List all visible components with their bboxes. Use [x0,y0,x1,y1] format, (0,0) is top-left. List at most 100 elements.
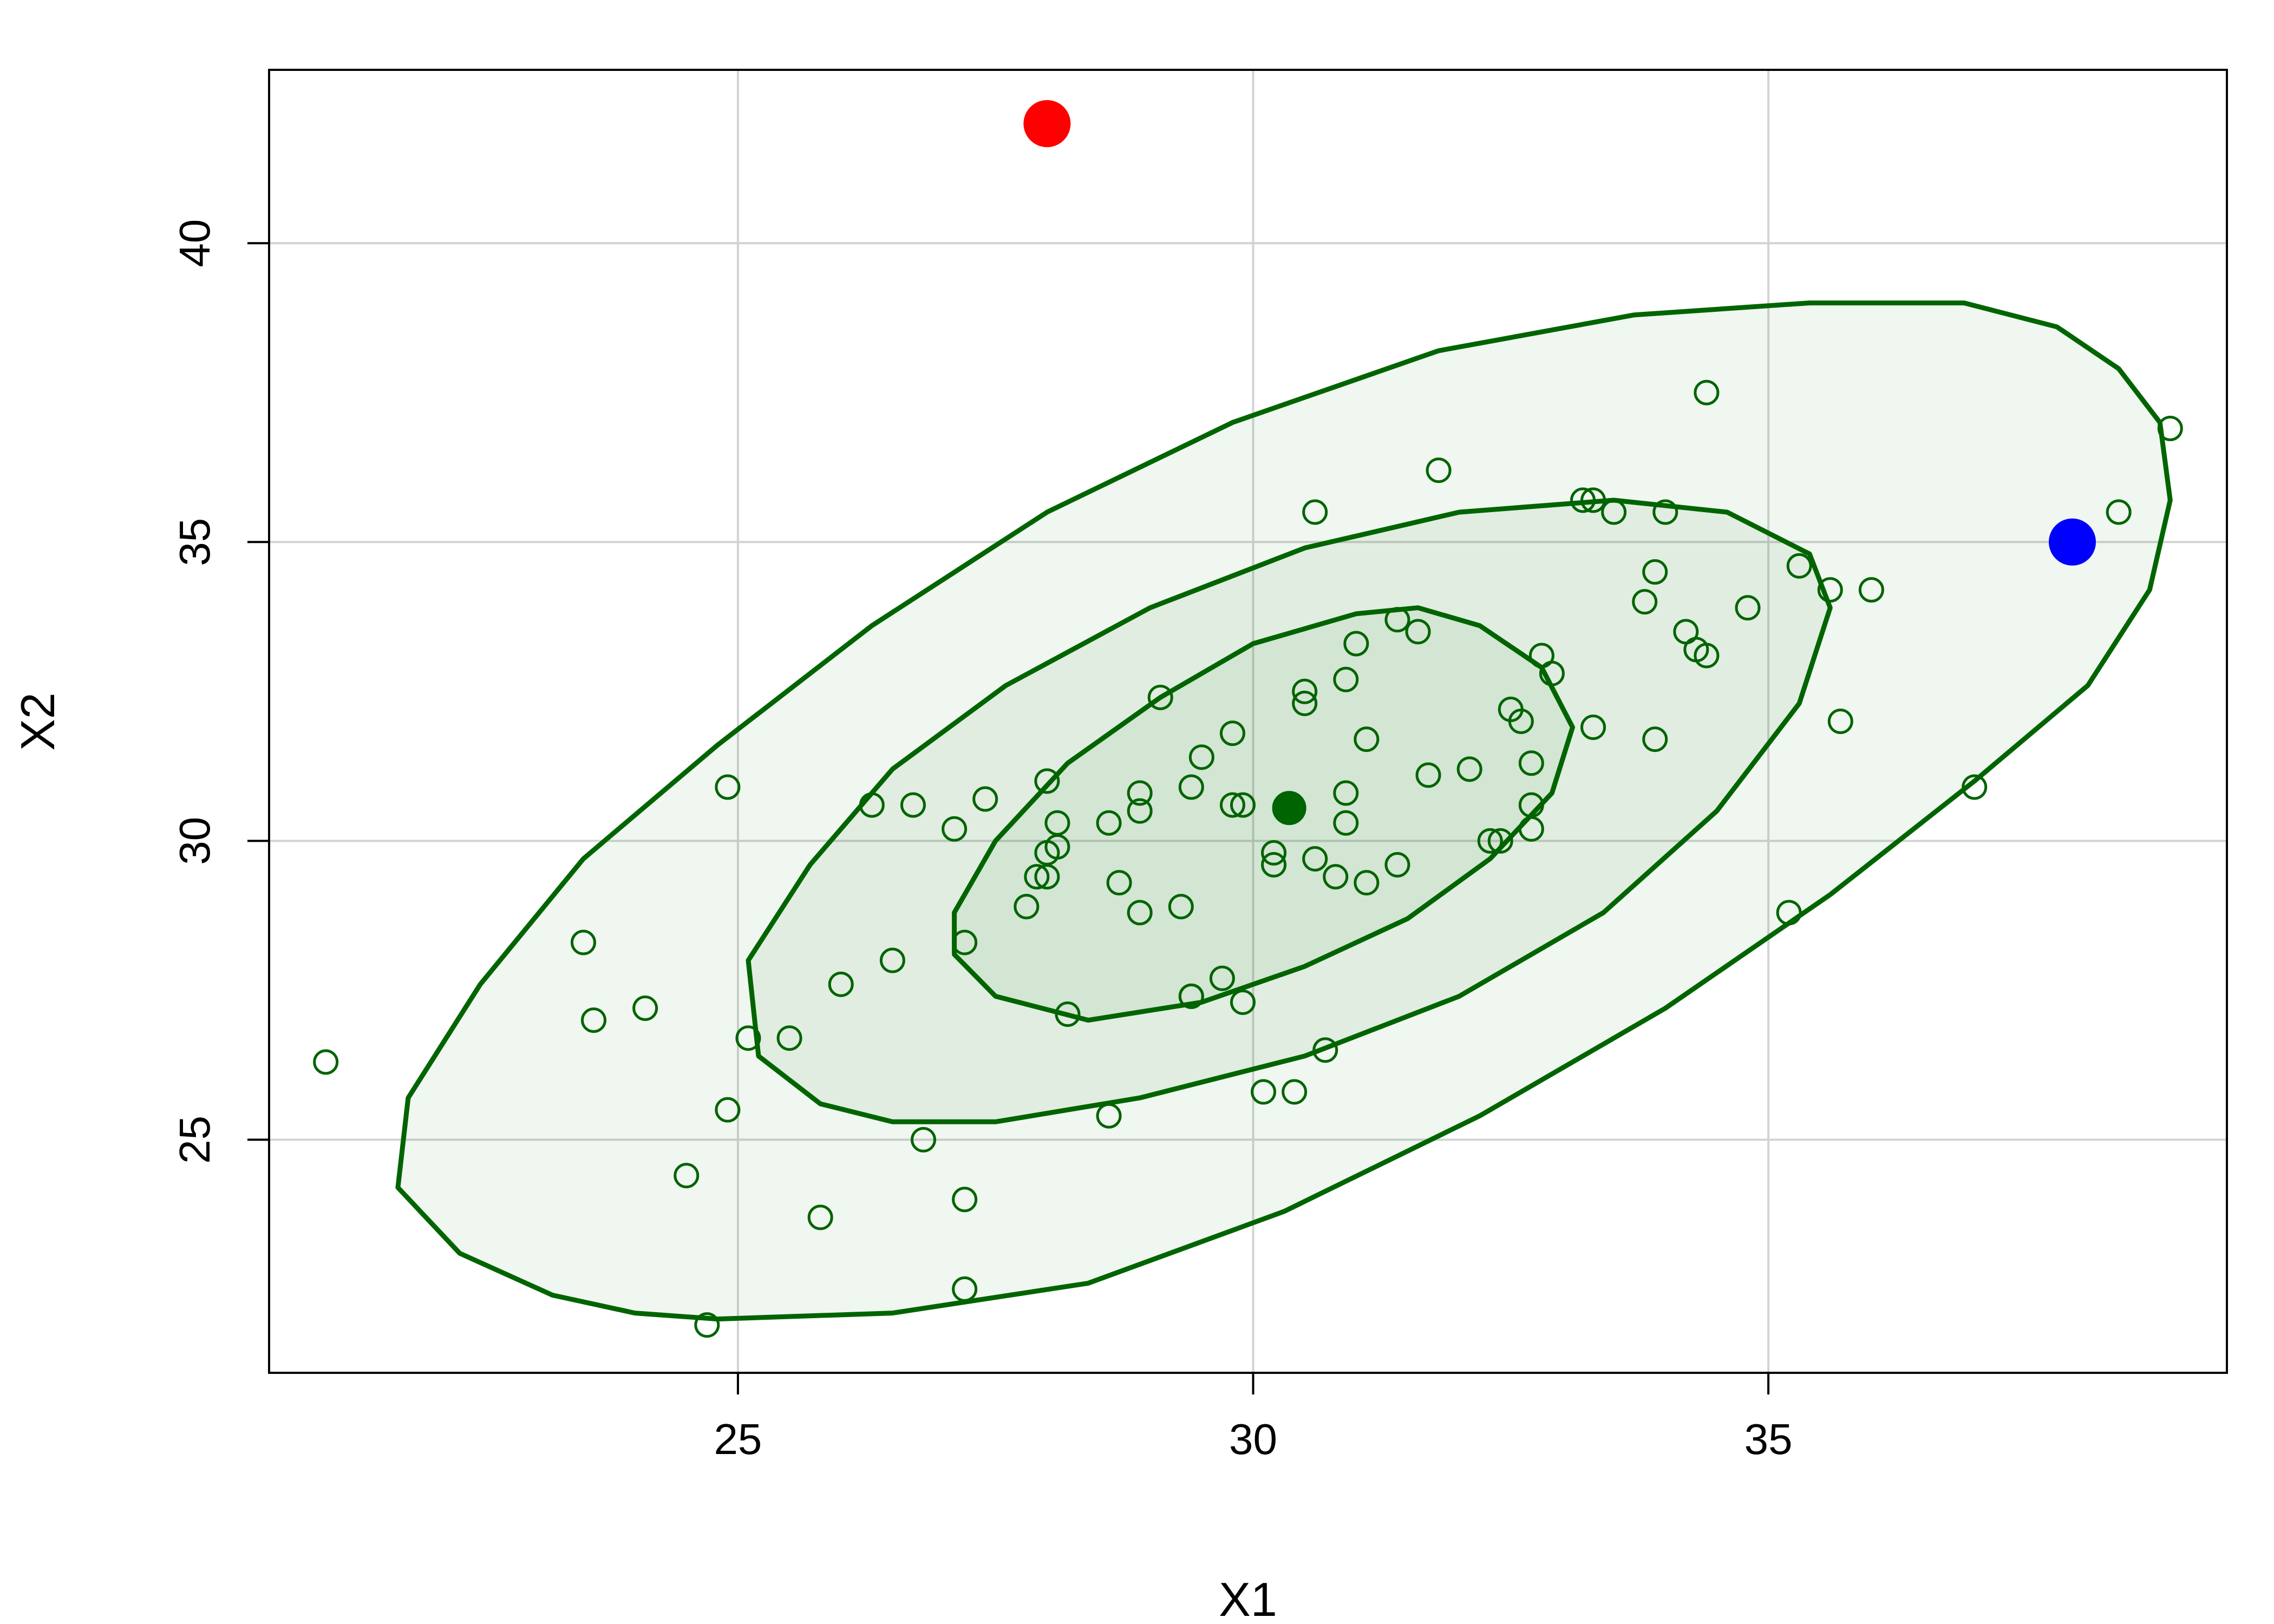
data-point [1652,499,1678,525]
data-point [1096,810,1122,836]
data-point [1302,846,1328,872]
data-point [1044,810,1070,836]
data-point [1219,792,1245,818]
data-point [807,1204,833,1230]
data-point [1694,643,1720,669]
data-point [1209,965,1235,991]
data-point [1694,379,1720,405]
data-point [1487,828,1513,854]
data-point [1601,499,1627,525]
data-point [1127,900,1153,926]
data-point [1962,774,1988,800]
x-tick-label: 25 [714,1415,762,1463]
data-point [313,1049,339,1075]
data-point [952,1276,978,1302]
x-axis-title: X1 [1219,1573,1277,1624]
grid-lines [269,70,2227,1373]
data-point [1827,709,1853,734]
x-tick-label: 30 [1229,1415,1277,1463]
data-point [1323,864,1349,890]
data-point [1632,589,1658,615]
data-point [879,947,905,973]
data-point [1106,870,1132,896]
data-point [1230,792,1256,818]
data-point [1333,780,1359,806]
data-point [1858,577,1884,603]
data-point [1127,798,1153,824]
data-point [1580,487,1606,513]
x-tick-label: 35 [1744,1415,1793,1463]
data-point [1343,631,1369,657]
data-point [1384,852,1410,878]
ellipse-inner [952,605,1575,1023]
data-point [1817,577,1843,603]
data-point [1312,1037,1338,1063]
data-point [1735,595,1761,621]
y-tick-label: 40 [171,219,219,267]
data-point [1014,894,1040,920]
data-point [715,774,741,800]
y-tick-label: 25 [171,1116,219,1164]
data-point [674,1163,700,1189]
data-point [570,929,596,955]
red-outlier-point [1023,100,1071,147]
data-point [1580,715,1606,741]
data-point [1405,619,1431,645]
data-point [1333,666,1359,692]
data-point [1518,816,1544,842]
data-point [2157,415,2183,441]
blue-outlier-point [2049,518,2096,566]
data-point [1055,1001,1081,1027]
data-point [972,786,998,812]
data-point [776,1025,802,1051]
data-point [1426,457,1452,483]
data-point [1034,864,1060,890]
data-point [1518,750,1544,776]
data-point [1415,762,1441,788]
data-point [735,1025,761,1051]
y-axis-title: X2 [11,692,64,751]
data-point [1127,780,1153,806]
data-point [1539,660,1565,686]
data-point [715,1097,741,1123]
data-point [1456,756,1482,782]
data-point [1178,983,1204,1009]
data-point [1034,768,1060,794]
data-point [1477,828,1503,854]
data-point [1292,690,1318,716]
data-point [952,929,978,955]
data-point [1282,1079,1308,1105]
data-point [1024,864,1050,890]
data-point [1188,744,1214,770]
data-point [1219,721,1245,746]
data-point [1261,852,1287,878]
data-point [1147,684,1173,710]
data-point [1230,989,1256,1015]
data-point [1508,709,1534,734]
data-point [859,792,885,818]
data-point [952,1187,978,1213]
data-point [1178,774,1204,800]
data-point [1642,726,1668,752]
data-point [1292,678,1318,704]
highlight-points [1023,100,2096,826]
axes: 25 30 35 25 30 35 40 [171,219,1793,1463]
data-point [1251,1079,1277,1105]
data-point [694,1312,720,1338]
data-point [1261,840,1287,866]
data-point [632,995,658,1021]
data-point [1786,553,1812,579]
data-point [1354,726,1380,752]
data-point [1096,1103,1122,1129]
data-point [1642,559,1668,585]
data-point [911,1127,937,1152]
center-point [1272,791,1306,826]
data-point [900,792,926,818]
y-tick-label: 35 [171,518,219,566]
data-point [828,971,854,997]
data-point [1333,810,1359,836]
data-point [942,816,968,842]
y-tick-label: 30 [171,817,219,865]
